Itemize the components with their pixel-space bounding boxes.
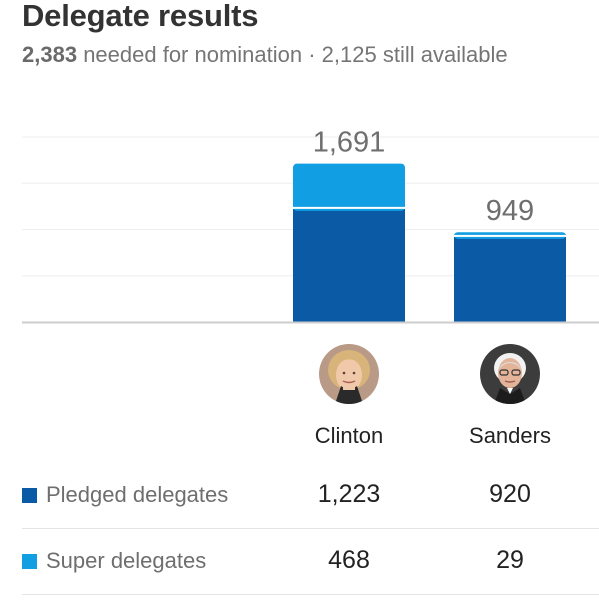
- clinton-portrait-icon: [319, 344, 379, 404]
- bar-pledged-clinton: [293, 208, 405, 322]
- subtitle: 2,383 needed for nomination · 2,125 stil…: [22, 42, 508, 68]
- bar-pledged-sanders: [454, 236, 566, 322]
- row-divider: [22, 528, 599, 529]
- row-label-super: Super delegates: [46, 548, 207, 573]
- clinton-avatar: [319, 344, 379, 404]
- super-value-sanders: 29: [496, 546, 524, 574]
- needed-count: 2,383: [22, 42, 78, 67]
- pledged-value-clinton: 1,223: [317, 480, 381, 508]
- total-label-clinton: 1,691: [313, 127, 386, 159]
- delegate-bar-chart: 1,691 949: [22, 127, 599, 324]
- pledged-swatch: [22, 487, 37, 503]
- sanders-avatar: [480, 344, 540, 404]
- row-label-pledged: Pledged delegates: [46, 482, 229, 507]
- row-divider: [22, 594, 599, 595]
- subtitle-text: needed for nomination · 2,125 still avai…: [83, 42, 508, 67]
- total-label-sanders: 949: [486, 195, 534, 227]
- super-value-clinton: 468: [328, 546, 370, 574]
- super-swatch: [22, 553, 37, 569]
- candidate-name-sanders: Sanders: [469, 423, 551, 448]
- legend-pledged-delegates: Pledged delegates: [22, 482, 228, 508]
- legend-super-delegates: Super delegates: [22, 548, 206, 574]
- page-title: Delegate results: [22, 0, 259, 33]
- pledged-value-sanders: 920: [489, 480, 531, 508]
- candidate-name-clinton: Clinton: [314, 423, 384, 448]
- bar-separator: [454, 234, 566, 237]
- bar-separator: [293, 206, 405, 209]
- sanders-portrait-icon: [480, 344, 540, 404]
- bar-super-clinton: [293, 163, 405, 211]
